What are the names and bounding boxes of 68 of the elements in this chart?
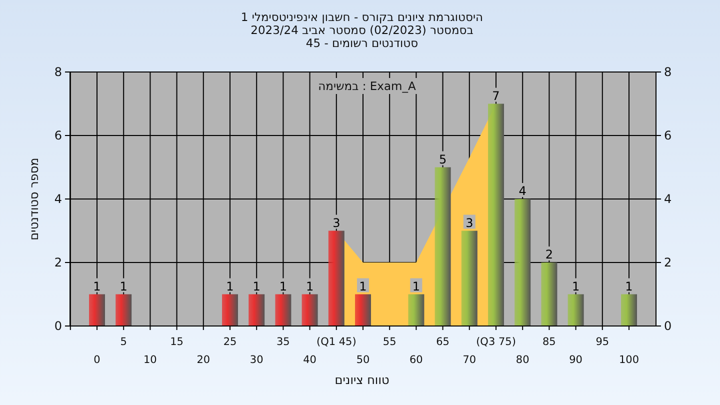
bar (275, 294, 292, 326)
x-tick-label: (Q1 45) (316, 336, 356, 348)
data-label: 1 (120, 279, 128, 294)
data-label: 1 (572, 279, 580, 294)
y-tick-label: 8 (54, 65, 62, 79)
bar (434, 167, 451, 326)
y2-tick-label: 6 (664, 128, 672, 142)
chart-title: היסטוגרמת ציונים בקורס - חשבון אינפיניטסימלי 1 (240, 10, 484, 24)
bar (222, 294, 238, 326)
data-label: 1 (306, 279, 314, 294)
annotation: במשימה : Exam_A (318, 79, 416, 93)
x-tick-label: 35 (276, 336, 290, 348)
y2-tick-label: 0 (664, 319, 672, 333)
bar (355, 294, 371, 326)
x-tick-label: 100 (618, 354, 640, 366)
x-tick-label: 0 (94, 354, 100, 366)
bar (488, 104, 504, 326)
bar (568, 294, 584, 326)
x-axis-title: טווח ציונים (334, 373, 390, 387)
x-tick-label: 55 (382, 336, 396, 348)
bar (514, 199, 531, 326)
x-tick-label: 60 (410, 354, 423, 366)
data-label: 1 (252, 279, 260, 294)
data-label: 5 (438, 152, 447, 166)
data-label: 7 (492, 88, 500, 103)
bar (89, 294, 105, 326)
x-tick-label: (Q3 75) (476, 336, 516, 348)
bar (461, 230, 478, 326)
bar (328, 230, 344, 326)
data-label: 1 (625, 279, 633, 294)
x-tick-label: 65 (436, 336, 450, 348)
x-tick-label: 10 (144, 354, 157, 366)
data-label: 1 (279, 279, 288, 294)
x-tick-label: 50 (356, 354, 370, 366)
x-tick-label: 90 (569, 354, 582, 366)
bar (116, 294, 132, 326)
bar (621, 294, 637, 326)
x-tick-label: 95 (596, 336, 610, 348)
data-label: 1 (93, 279, 101, 294)
y-axis-title: מספר סטודנטים (27, 158, 41, 240)
bar (302, 294, 318, 326)
chart-subtitle: בסמסטר (02/2023) סמסטר אביב 2023/24 סטודנטים רשומים - 45 (250, 23, 474, 50)
x-tick-label: 5 (120, 336, 127, 348)
data-label: 1 (412, 279, 420, 294)
bar (248, 294, 265, 326)
y-tick-label: 2 (54, 256, 62, 270)
y-tick-label: 0 (54, 319, 62, 333)
data-label: 1 (359, 279, 367, 294)
data-label: 2 (545, 248, 554, 262)
x-tick-label: 20 (196, 354, 210, 366)
y-tick-label: 4 (54, 192, 62, 206)
data-label: 1 (226, 279, 234, 294)
data-label: 3 (466, 216, 474, 230)
y2-tick-label: 2 (664, 256, 672, 270)
y2-tick-label: 8 (664, 65, 672, 79)
x-tick-label: 40 (303, 354, 316, 366)
x-tick-label: 85 (542, 336, 556, 348)
y2-tick-label: 4 (664, 192, 672, 206)
bar (541, 262, 558, 326)
data-label: 3 (332, 216, 340, 230)
x-tick-label: 30 (250, 354, 264, 366)
y-tick-label: 6 (54, 128, 62, 142)
x-tick-label: 15 (170, 336, 184, 348)
data-label: 4 (518, 184, 526, 198)
x-tick-label: 70 (462, 354, 476, 366)
x-tick-label: 80 (516, 354, 530, 366)
x-tick-label: 25 (223, 336, 237, 348)
bar (408, 294, 424, 326)
